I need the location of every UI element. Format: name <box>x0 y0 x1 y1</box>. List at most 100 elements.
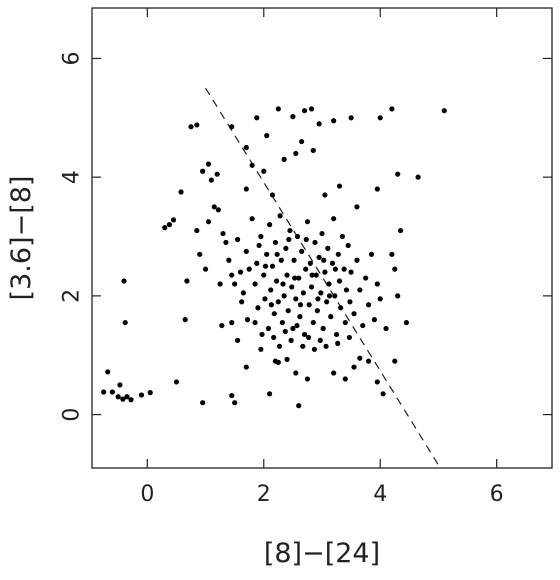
data-point <box>266 391 273 397</box>
data-point <box>307 260 313 266</box>
data-point <box>259 331 265 338</box>
data-point <box>258 233 264 240</box>
data-point <box>211 204 217 210</box>
data-point <box>347 299 353 305</box>
data-point <box>184 278 190 284</box>
data-point <box>383 325 389 332</box>
data-point <box>348 115 354 121</box>
data-point <box>365 358 372 364</box>
data-point <box>389 106 395 112</box>
data-point <box>122 319 128 326</box>
data-point <box>120 396 126 402</box>
data-point <box>229 272 235 278</box>
data-point <box>194 122 200 128</box>
data-point <box>306 334 312 341</box>
data-point <box>121 278 127 284</box>
data-point <box>229 392 235 399</box>
data-point <box>316 254 322 260</box>
data-point <box>310 319 316 326</box>
data-point <box>303 266 309 272</box>
data-point <box>274 251 280 257</box>
data-point <box>226 257 232 263</box>
data-point <box>214 171 220 177</box>
data-point <box>278 257 284 263</box>
data-point <box>297 314 303 320</box>
y-tick-label: 2 <box>60 289 85 303</box>
data-point <box>377 115 383 121</box>
data-point <box>117 382 123 388</box>
data-point <box>234 236 241 243</box>
data-point <box>229 319 235 326</box>
data-point <box>254 260 260 266</box>
data-point <box>323 343 329 349</box>
data-point <box>162 225 168 231</box>
data-point <box>322 192 328 198</box>
data-point <box>363 275 369 281</box>
data-point <box>338 305 344 311</box>
data-point <box>264 251 270 257</box>
data-point <box>261 168 267 174</box>
data-point <box>301 331 308 338</box>
data-point <box>240 290 246 296</box>
data-point <box>342 376 348 382</box>
data-point <box>275 299 281 305</box>
data-point <box>441 108 447 114</box>
data-point <box>392 266 398 272</box>
data-point <box>105 369 111 375</box>
y-tick-label: 6 <box>60 51 85 65</box>
data-point <box>324 299 330 305</box>
data-point <box>311 346 318 352</box>
y-tick-label: 4 <box>60 170 85 184</box>
data-point <box>321 257 327 263</box>
data-point <box>326 293 333 299</box>
data-point <box>354 257 360 263</box>
data-point <box>380 391 386 397</box>
data-point <box>197 251 203 257</box>
data-point <box>246 266 252 272</box>
data-point <box>252 319 258 326</box>
data-point <box>336 183 343 189</box>
data-point <box>339 233 345 240</box>
data-point <box>269 263 276 269</box>
data-point <box>312 239 318 246</box>
data-point <box>284 356 290 362</box>
data-point <box>290 325 296 332</box>
data-point <box>285 308 291 314</box>
data-point <box>290 114 296 120</box>
data-point <box>291 257 297 263</box>
data-point <box>374 379 380 385</box>
data-point <box>313 272 319 278</box>
data-point <box>109 389 115 395</box>
data-point <box>283 245 289 251</box>
data-point <box>243 248 249 254</box>
data-point <box>374 186 380 192</box>
data-point <box>306 302 312 308</box>
y-axis-title: [3.6]−[8] <box>6 176 37 301</box>
data-point <box>265 325 272 332</box>
data-point <box>289 284 295 290</box>
data-point <box>294 322 300 329</box>
data-point <box>368 251 375 257</box>
data-point <box>255 305 261 311</box>
tick-labels: 0 2 4 6 0 2 4 6 <box>60 51 504 507</box>
data-point <box>202 266 209 272</box>
data-point <box>342 319 348 326</box>
data-point <box>264 133 270 139</box>
data-point <box>252 281 258 287</box>
data-point <box>249 216 255 222</box>
data-point <box>229 124 235 130</box>
data-point <box>346 334 352 341</box>
data-point <box>232 281 238 287</box>
data-point <box>276 343 283 349</box>
data-point <box>331 216 337 222</box>
data-point <box>101 389 107 395</box>
data-point <box>343 287 350 293</box>
data-point <box>360 322 366 329</box>
data-point <box>275 106 281 112</box>
data-point <box>279 319 286 326</box>
data-point <box>194 227 200 234</box>
data-point <box>377 296 383 302</box>
data-point <box>395 171 401 177</box>
data-point <box>223 239 229 246</box>
